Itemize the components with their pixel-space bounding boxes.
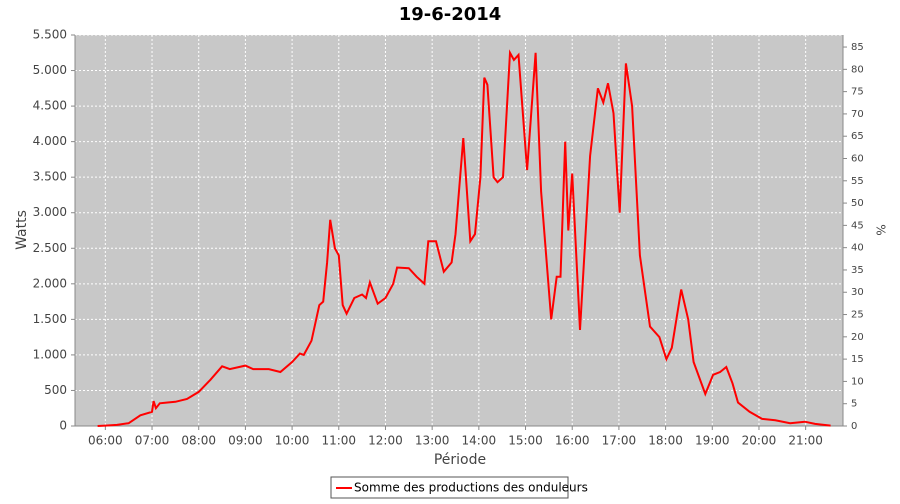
y2-tick-label: 65 bbox=[851, 131, 864, 142]
chart-title: 19-6-2014 bbox=[399, 4, 502, 25]
x-tick-label: 17:00 bbox=[602, 434, 637, 448]
y2-tick-label: 20 bbox=[851, 332, 864, 343]
y2-tick-label: 30 bbox=[851, 287, 864, 298]
y-tick-label: 3.500 bbox=[33, 170, 67, 184]
y2-tick-label: 40 bbox=[851, 243, 864, 254]
y-tick-label: 3.000 bbox=[33, 205, 67, 219]
y2-tick-label: 5 bbox=[851, 399, 857, 410]
x-tick-label: 15:00 bbox=[508, 434, 543, 448]
x-tick-label: 07:00 bbox=[135, 434, 170, 448]
y-axis-label: Watts bbox=[14, 210, 30, 250]
y2-tick-label: 60 bbox=[851, 153, 864, 164]
y2-tick-label: 80 bbox=[851, 64, 864, 75]
x-tick-label: 18:00 bbox=[648, 434, 683, 448]
y2-tick-label: 35 bbox=[851, 265, 864, 276]
legend-entry: Somme des productions des onduleurs bbox=[354, 481, 588, 495]
y-tick-label: 4.000 bbox=[33, 134, 67, 148]
y-tick-label: 1.500 bbox=[33, 312, 67, 326]
x-tick-label: 16:00 bbox=[555, 434, 590, 448]
x-tick-label: 08:00 bbox=[181, 434, 216, 448]
x-tick-label: 13:00 bbox=[415, 434, 450, 448]
y2-tick-label: 85 bbox=[851, 42, 864, 53]
y-tick-label: 4.500 bbox=[33, 99, 67, 113]
y-tick-label: 1.000 bbox=[33, 347, 67, 361]
x-tick-label: 10:00 bbox=[275, 434, 310, 448]
y2-tick-label: 75 bbox=[851, 87, 864, 98]
y2-tick-label: 55 bbox=[851, 176, 864, 187]
x-tick-label: 20:00 bbox=[742, 434, 777, 448]
legend: Somme des productions des onduleurs bbox=[330, 476, 588, 499]
y2-tick-label: 70 bbox=[851, 109, 864, 120]
y2-axis-label: % bbox=[874, 224, 888, 235]
legend-box bbox=[330, 476, 569, 499]
y-tick-label: 500 bbox=[44, 383, 67, 397]
x-tick-label: 12:00 bbox=[368, 434, 403, 448]
y2-tick-label: 25 bbox=[851, 310, 864, 321]
y2-tick-label: 0 bbox=[851, 421, 857, 432]
x-tick-label: 06:00 bbox=[88, 434, 123, 448]
y2-tick-label: 50 bbox=[851, 198, 864, 209]
y-tick-label: 2.500 bbox=[33, 241, 67, 255]
y-tick-label: 5.000 bbox=[33, 63, 67, 77]
y2-tick-label: 45 bbox=[851, 220, 864, 231]
x-tick-label: 19:00 bbox=[695, 434, 730, 448]
plot-area bbox=[75, 35, 843, 426]
x-axis-label: Période bbox=[434, 452, 486, 468]
x-tick-label: 11:00 bbox=[321, 434, 356, 448]
data-line bbox=[97, 49, 831, 427]
y-tick-label: 5.500 bbox=[33, 28, 67, 42]
y2-tick-label: 10 bbox=[851, 376, 864, 387]
x-tick-label: 09:00 bbox=[228, 434, 263, 448]
y-tick-label: 2.000 bbox=[33, 276, 67, 290]
y-tick-label: 0 bbox=[59, 419, 67, 433]
x-tick-label: 14:00 bbox=[462, 434, 497, 448]
x-tick-label: 21:00 bbox=[788, 434, 823, 448]
y2-tick-label: 15 bbox=[851, 354, 864, 365]
